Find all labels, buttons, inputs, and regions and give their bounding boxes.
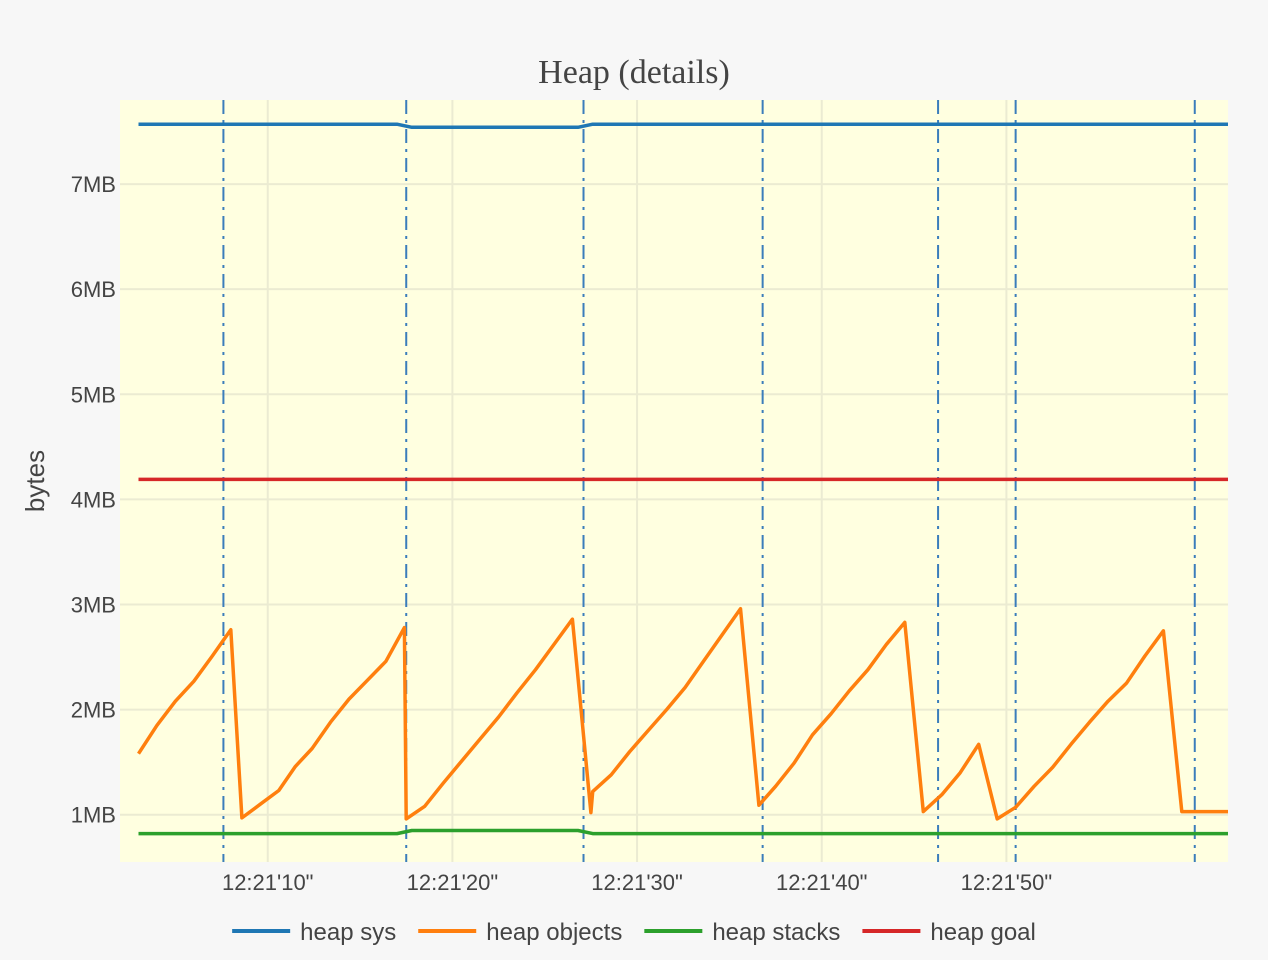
series-lines: [137, 122, 1229, 836]
y-axis-ticks: 1MB 2MB 3MB 4MB 5MB 6MB 7MB: [71, 172, 116, 828]
x-tick-label: 12:21'40": [776, 870, 868, 895]
y-tick-label: 3MB: [71, 592, 116, 617]
legend-label-heap-goal: heap goal: [930, 919, 1035, 946]
y-tick-label: 2MB: [71, 698, 116, 723]
series-line-heap-objects[interactable]: [137, 606, 1229, 821]
x-tick-label: 12:21'20": [407, 870, 499, 895]
series-line-heap-sys[interactable]: [138, 122, 1229, 130]
y-tick-label: 1MB: [71, 803, 116, 828]
y-tick-label: 5MB: [71, 382, 116, 407]
x-tick-label: 12:21'50": [961, 870, 1053, 895]
legend-label-heap-sys: heap sys: [300, 919, 396, 946]
y-tick-label: 4MB: [71, 487, 116, 512]
x-tick-label: 12:21'30": [591, 870, 683, 895]
chart-title: Heap (details): [538, 54, 730, 91]
y-tick-label: 7MB: [71, 172, 116, 197]
y-tick-label: 6MB: [71, 277, 116, 302]
series-line-heap-stacks[interactable]: [138, 828, 1229, 836]
legend: heap sys heap objects heap stacks heap goal: [232, 919, 1036, 946]
x-axis-ticks: 12:21'10" 12:21'20" 12:21'30" 12:21'40" 12:2…: [222, 870, 1052, 895]
x-tick-label: 12:21'10": [222, 870, 314, 895]
legend-label-heap-objects: heap objects: [486, 919, 622, 946]
legend-label-heap-stacks: heap stacks: [712, 919, 840, 946]
y-axis-label: bytes: [20, 450, 50, 512]
